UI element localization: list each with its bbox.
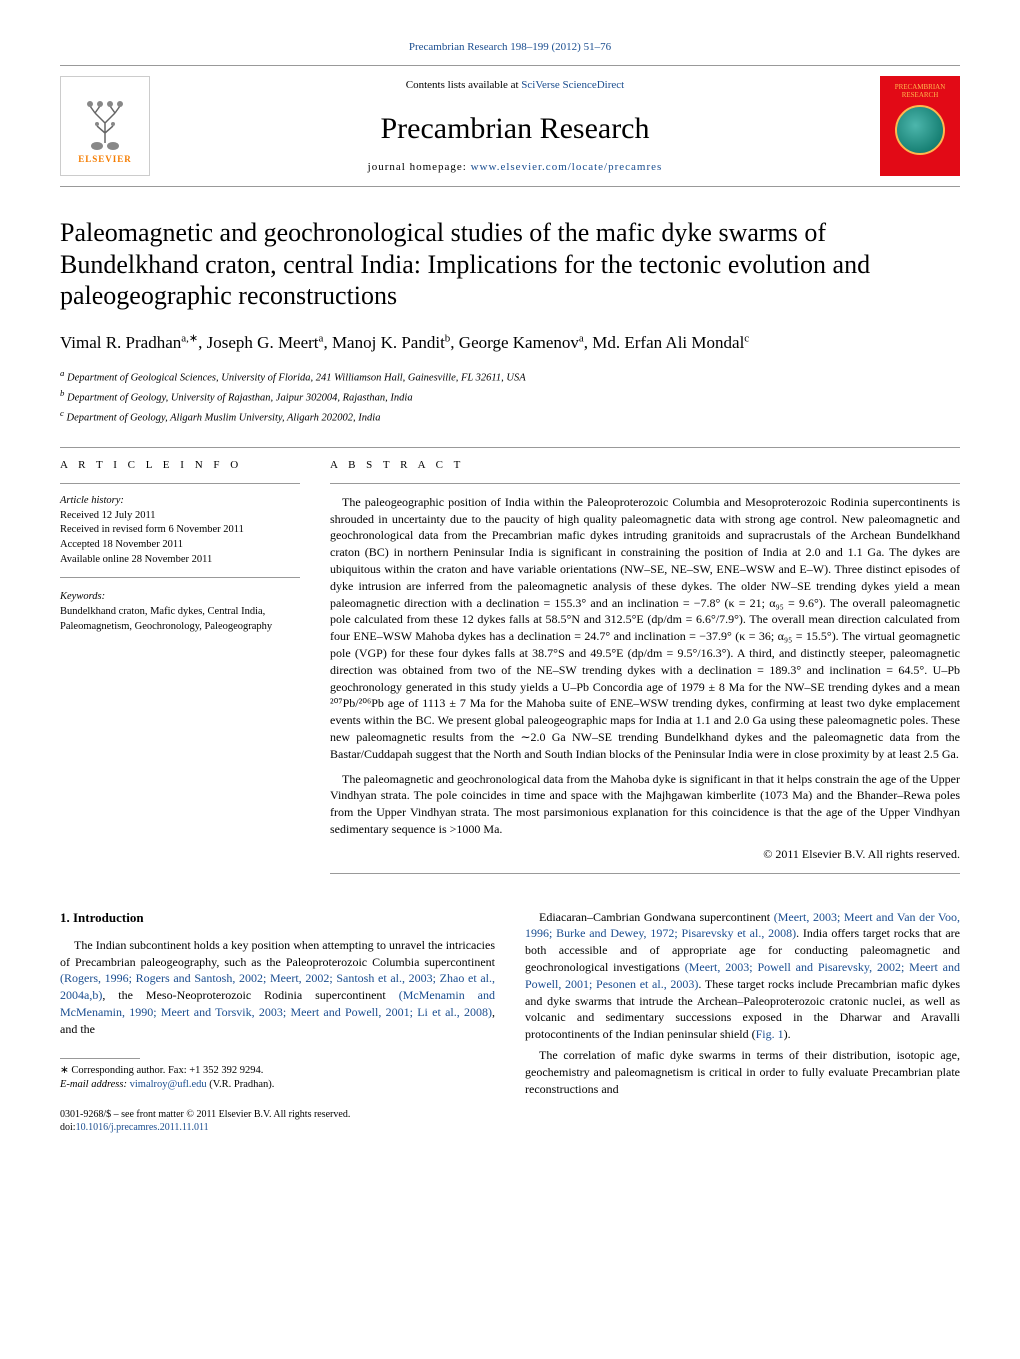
homepage-line: journal homepage: www.elsevier.com/locat… <box>150 160 880 175</box>
email-link[interactable]: vimalroy@ufl.edu <box>130 1079 207 1090</box>
section-number: 1. <box>60 910 70 925</box>
body-text: ). <box>784 1027 791 1041</box>
keywords-text: Bundelkhand craton, Mafic dykes, Central… <box>60 605 300 634</box>
citation-link[interactable]: Precambrian Research 198–199 (2012) 51–7… <box>409 41 611 53</box>
column-right: Ediacaran–Cambrian Gondwana supercontine… <box>525 909 960 1134</box>
email-line: E-mail address: vimalroy@ufl.edu (V.R. P… <box>60 1078 495 1093</box>
body-columns: 1. Introduction The Indian subcontinent … <box>60 909 960 1134</box>
affiliation-item: a Department of Geological Sciences, Uni… <box>60 367 960 386</box>
publisher-logo: ELSEVIER <box>60 76 150 176</box>
elsevier-tree-icon <box>75 88 135 153</box>
affiliation-item: b Department of Geology, University of R… <box>60 387 960 406</box>
article-info-heading: A R T I C L E I N F O <box>60 458 300 473</box>
footnote-separator <box>60 1058 140 1059</box>
abstract: A B S T R A C T The paleogeographic posi… <box>330 458 960 884</box>
homepage-link[interactable]: www.elsevier.com/locate/precamres <box>471 161 663 173</box>
doi-line: doi:10.1016/j.precamres.2011.11.011 <box>60 1121 495 1134</box>
abstract-end-divider <box>330 873 960 874</box>
contents-prefix: Contents lists available at <box>406 79 521 91</box>
journal-title: Precambrian Research <box>150 108 880 150</box>
keywords-label: Keywords: <box>60 590 300 605</box>
publisher-name: ELSEVIER <box>78 153 132 166</box>
corresponding-author: ∗ Corresponding author. Fax: +1 352 392 … <box>60 1064 495 1079</box>
cover-globe-icon <box>895 105 945 155</box>
doi-label: doi: <box>60 1122 76 1133</box>
body-text: The Indian subcontinent holds a key posi… <box>60 938 495 969</box>
masthead-center: Contents lists available at SciVerse Sci… <box>150 78 880 176</box>
history-revised: Received in revised form 6 November 2011 <box>60 523 300 538</box>
body-para-1: The Indian subcontinent holds a key posi… <box>60 937 495 1038</box>
contents-line: Contents lists available at SciVerse Sci… <box>150 78 880 93</box>
abstract-heading: A B S T R A C T <box>330 458 960 473</box>
body-para-3: The correlation of mafic dyke swarms in … <box>525 1047 960 1097</box>
info-divider <box>60 483 300 484</box>
abstract-para-1: The paleogeographic position of India wi… <box>330 494 960 763</box>
section-heading: 1. Introduction <box>60 909 495 927</box>
sciencedirect-link[interactable]: SciVerse ScienceDirect <box>521 79 624 91</box>
bottom-matter: 0301-9268/$ – see front matter © 2011 El… <box>60 1108 495 1134</box>
info-abstract-row: A R T I C L E I N F O Article history: R… <box>60 458 960 884</box>
homepage-prefix: journal homepage: <box>368 161 471 173</box>
footnotes: ∗ Corresponding author. Fax: +1 352 392 … <box>60 1064 495 1093</box>
article-title: Paleomagnetic and geochronological studi… <box>60 217 960 311</box>
body-text: , the Meso-Neoproterozoic Rodinia superc… <box>102 988 398 1002</box>
abstract-divider <box>330 483 960 484</box>
issn-line: 0301-9268/$ – see front matter © 2011 El… <box>60 1108 495 1121</box>
doi-link[interactable]: 10.1016/j.precamres.2011.11.011 <box>76 1122 209 1133</box>
info-divider-2 <box>60 577 300 578</box>
header-citation: Precambrian Research 198–199 (2012) 51–7… <box>60 40 960 55</box>
author-list: Vimal R. Pradhana,∗, Joseph G. Meerta, M… <box>60 331 960 355</box>
affiliations: a Department of Geological Sciences, Uni… <box>60 367 960 427</box>
masthead: ELSEVIER Contents lists available at Sci… <box>60 65 960 187</box>
article-info: A R T I C L E I N F O Article history: R… <box>60 458 300 884</box>
history-label: Article history: <box>60 494 300 509</box>
affiliation-item: c Department of Geology, Aligarh Muslim … <box>60 407 960 426</box>
figure-link[interactable]: Fig. 1 <box>756 1027 784 1041</box>
cover-title: PRECAMBRIAN RESEARCH <box>880 84 960 99</box>
email-name: (V.R. Pradhan). <box>207 1079 275 1090</box>
history-received: Received 12 July 2011 <box>60 509 300 524</box>
abstract-para-2: The paleomagnetic and geochronological d… <box>330 771 960 838</box>
body-text: Ediacaran–Cambrian Gondwana supercontine… <box>539 910 774 924</box>
abstract-copyright: © 2011 Elsevier B.V. All rights reserved… <box>330 846 960 863</box>
column-left: 1. Introduction The Indian subcontinent … <box>60 909 495 1134</box>
history-accepted: Accepted 18 November 2011 <box>60 538 300 553</box>
section-title: Introduction <box>73 910 144 925</box>
history-online: Available online 28 November 2011 <box>60 553 300 568</box>
divider <box>60 447 960 448</box>
body-para-2: Ediacaran–Cambrian Gondwana supercontine… <box>525 909 960 1043</box>
email-label: E-mail address: <box>60 1079 130 1090</box>
journal-cover-thumb: PRECAMBRIAN RESEARCH <box>880 76 960 176</box>
